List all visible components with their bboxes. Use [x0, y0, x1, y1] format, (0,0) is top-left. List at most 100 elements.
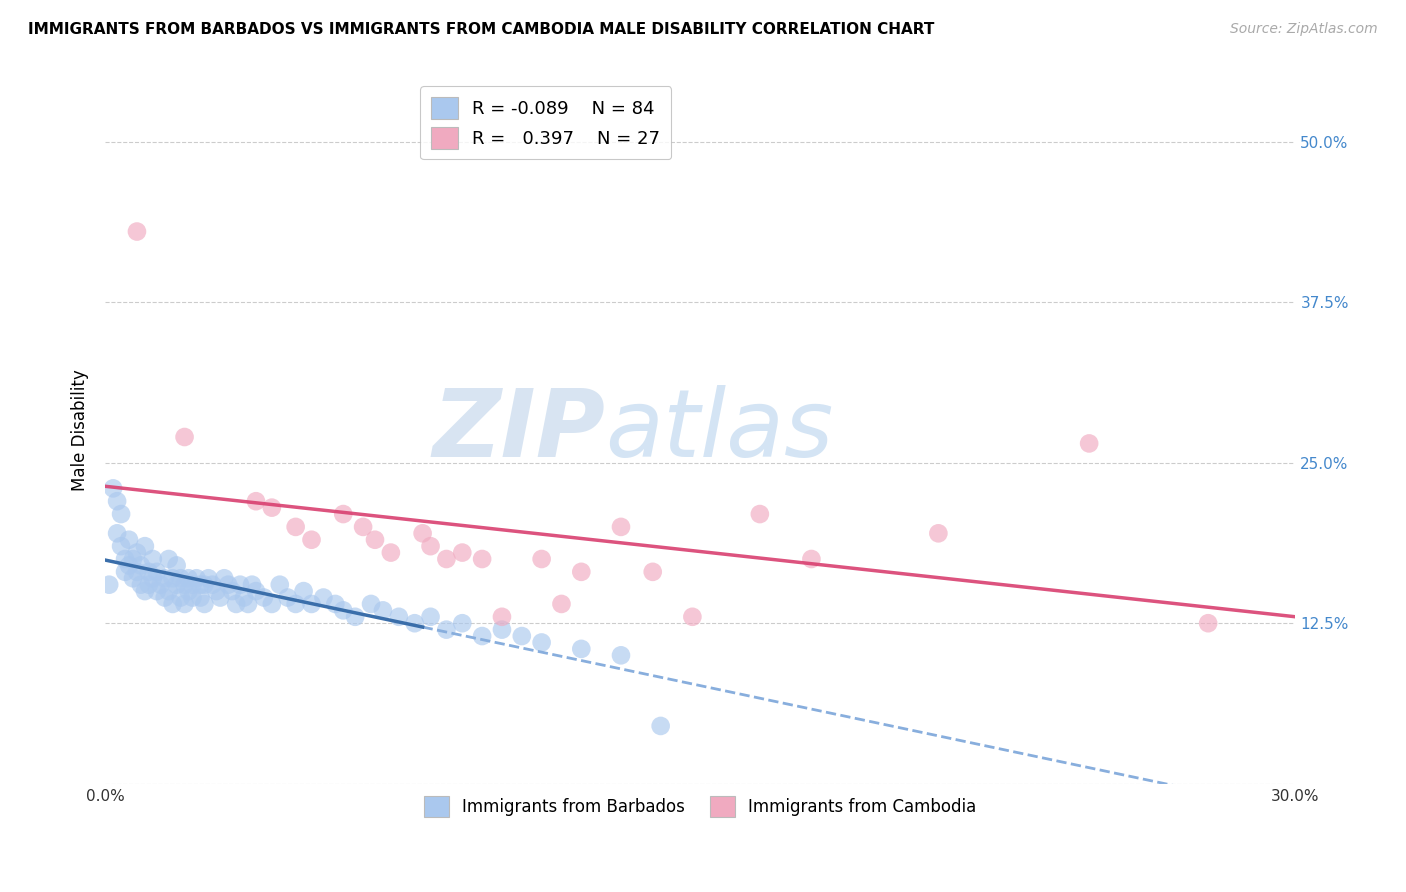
Point	[134, 539, 156, 553]
Point	[451, 616, 474, 631]
Point	[162, 571, 184, 585]
Point	[380, 545, 402, 559]
Point	[569, 641, 592, 656]
Point	[260, 500, 283, 515]
Point	[138, 577, 160, 591]
Legend: Immigrants from Barbados, Immigrants from Cambodia: Immigrants from Barbados, Immigrants fro…	[416, 788, 986, 825]
Point	[125, 545, 148, 559]
Point	[352, 520, 374, 534]
Point	[927, 526, 949, 541]
Point	[169, 591, 191, 605]
Point	[344, 609, 367, 624]
Point	[269, 577, 291, 591]
Point	[240, 577, 263, 591]
Point	[236, 597, 259, 611]
Point	[260, 597, 283, 611]
Point	[197, 571, 219, 585]
Point	[114, 552, 136, 566]
Point	[190, 577, 212, 591]
Point	[569, 565, 592, 579]
Y-axis label: Male Disability: Male Disability	[72, 369, 89, 491]
Point	[149, 577, 172, 591]
Point	[129, 558, 152, 573]
Point	[134, 584, 156, 599]
Point	[193, 577, 215, 591]
Point	[681, 609, 703, 624]
Point	[125, 225, 148, 239]
Point	[284, 520, 307, 534]
Text: atlas: atlas	[605, 385, 834, 476]
Point	[510, 629, 533, 643]
Text: IMMIGRANTS FROM BARBADOS VS IMMIGRANTS FROM CAMBODIA MALE DISABILITY CORRELATION: IMMIGRANTS FROM BARBADOS VS IMMIGRANTS F…	[28, 22, 935, 37]
Point	[193, 597, 215, 611]
Point	[610, 648, 633, 663]
Point	[98, 577, 121, 591]
Point	[530, 552, 553, 566]
Point	[217, 577, 239, 591]
Point	[122, 552, 145, 566]
Point	[650, 719, 672, 733]
Point	[229, 577, 252, 591]
Point	[177, 571, 200, 585]
Point	[114, 565, 136, 579]
Point	[245, 584, 267, 599]
Point	[323, 597, 346, 611]
Point	[142, 571, 165, 585]
Point	[205, 584, 228, 599]
Point	[364, 533, 387, 547]
Point	[530, 635, 553, 649]
Point	[233, 591, 256, 605]
Point	[146, 565, 169, 579]
Point	[173, 577, 195, 591]
Point	[157, 552, 180, 566]
Point	[209, 591, 232, 605]
Point	[110, 539, 132, 553]
Point	[190, 591, 212, 605]
Point	[129, 577, 152, 591]
Point	[221, 584, 243, 599]
Point	[360, 597, 382, 611]
Point	[253, 591, 276, 605]
Point	[610, 520, 633, 534]
Point	[173, 597, 195, 611]
Point	[166, 558, 188, 573]
Point	[388, 609, 411, 624]
Point	[169, 571, 191, 585]
Point	[118, 533, 141, 547]
Point	[301, 597, 323, 611]
Point	[491, 609, 513, 624]
Point	[412, 526, 434, 541]
Point	[245, 494, 267, 508]
Point	[173, 430, 195, 444]
Point	[332, 507, 354, 521]
Point	[105, 494, 128, 508]
Point	[451, 545, 474, 559]
Point	[641, 565, 664, 579]
Point	[748, 507, 770, 521]
Point	[181, 577, 204, 591]
Point	[550, 597, 572, 611]
Point	[181, 591, 204, 605]
Point	[122, 571, 145, 585]
Point	[142, 552, 165, 566]
Point	[471, 629, 494, 643]
Point	[284, 597, 307, 611]
Point	[277, 591, 299, 605]
Point	[1078, 436, 1101, 450]
Point	[419, 539, 441, 553]
Point	[404, 616, 426, 631]
Point	[301, 533, 323, 547]
Point	[201, 577, 224, 591]
Point	[146, 584, 169, 599]
Point	[312, 591, 335, 605]
Point	[471, 552, 494, 566]
Point	[800, 552, 823, 566]
Point	[177, 584, 200, 599]
Text: ZIP: ZIP	[432, 384, 605, 476]
Point	[153, 591, 176, 605]
Point	[125, 565, 148, 579]
Point	[157, 584, 180, 599]
Point	[371, 603, 394, 617]
Point	[436, 552, 458, 566]
Point	[332, 603, 354, 617]
